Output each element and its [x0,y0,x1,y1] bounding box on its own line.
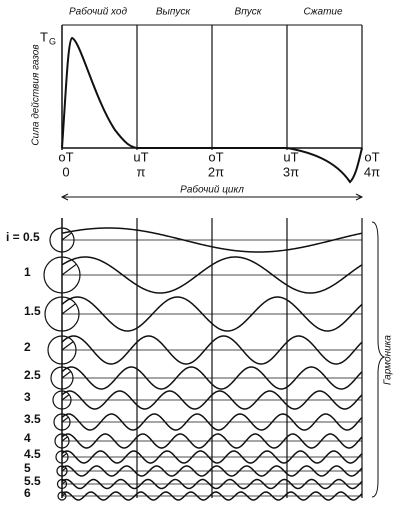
harmonic-wave [61,413,363,431]
brace [371,221,386,498]
harmonic-label: 3 [24,390,31,404]
tick-top: uT [133,149,148,164]
harmonic-wave [61,227,363,253]
harmonic-radius [61,303,76,315]
harmonic-wave [61,465,363,477]
harmonic-circle [53,413,71,431]
harmonic-label: 1 [24,265,31,279]
harmonic-radius [61,416,69,423]
harmonic-radius [61,480,66,485]
harmonic-circle [50,366,74,390]
stroke-label: Сжатие [303,7,343,18]
harmonic-wave [61,296,363,332]
harmonic-radius [61,493,66,497]
stroke-label: Выпуск [156,7,192,18]
cycle-label: Рабочий цикл [180,184,244,196]
harmonic-label: 3.5 [24,412,41,426]
harmonic-circle [57,491,67,501]
harmonic-radius [61,341,74,351]
harmonic-radius [61,263,77,276]
force-subscript: G [49,36,56,46]
harmonic-label: 2.5 [24,368,41,382]
harmonic-circle [44,296,80,332]
tick-bottom: 0 [62,164,69,179]
harmonic-label: 1.5 [24,304,41,318]
tick-top: оТ [58,149,73,164]
harmonic-circle [54,433,70,449]
harmonic-radius [61,232,72,241]
harmonic-wave [61,478,363,490]
tick-top: оТ [208,149,223,164]
top-frame [60,24,364,201]
harmonic-circle [52,390,72,410]
harmonic-circle [43,256,81,294]
harmonic-label: 4.5 [24,447,41,461]
harmonic-circle [49,227,75,253]
harmonic-radius [61,394,70,401]
harmonic-radius [61,452,68,458]
harmonic-radius [61,370,72,379]
harmonic-radius [61,436,68,442]
harmonic-radius [61,467,67,472]
harmonics-label: Гармоника [383,335,394,385]
tick-bottom: 4π [364,164,380,179]
harmonic-label: i = 0.5 [6,230,40,244]
stroke-label: Впуск [235,7,263,18]
harmonic-wave [61,450,363,464]
harmonic-wave [61,366,363,390]
harmonic-wave [61,491,363,501]
harmonic-label: 5.5 [24,474,41,488]
force-symbol: T [40,29,48,44]
harmonic-circle [56,465,68,477]
harmonic-wave [61,256,363,294]
tick-top: uT [283,149,298,164]
harmonic-wave [61,433,363,449]
harmonic-circle [55,450,69,464]
tick-top: оТ [364,149,379,164]
tick-bottom: π [137,164,146,179]
stroke-label: Рабочий ход [69,6,127,18]
harmonic-label: 4 [24,431,31,445]
tick-bottom: 2π [208,164,224,179]
tick-bottom: 3π [283,164,299,179]
harmonic-wave [61,335,363,365]
harmonic-label: 2 [24,340,31,354]
harmonic-wave [61,390,363,410]
harmonic-label: 6 [24,486,31,500]
harmonic-circle [56,478,68,490]
harmonic-circle [47,335,77,365]
harmonic-label: 5 [24,461,31,475]
y-axis-label: Сила действия газов [31,44,42,145]
